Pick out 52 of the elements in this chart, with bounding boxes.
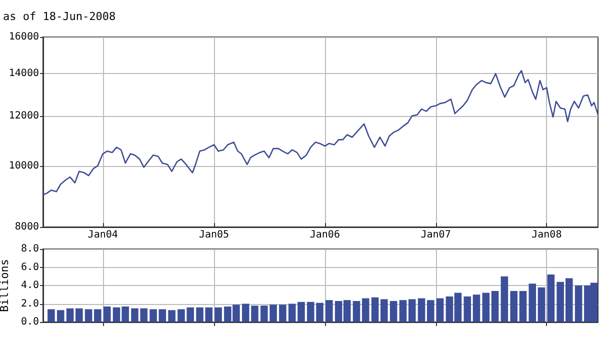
- y-tick-label: 8000: [14, 222, 39, 232]
- bar: [390, 301, 398, 322]
- bar: [519, 290, 527, 322]
- bar: [298, 302, 305, 322]
- line-series: [42, 70, 599, 196]
- bar: [168, 310, 176, 322]
- bar: [482, 292, 490, 322]
- bar: [500, 276, 508, 322]
- y-tick-label: 4.0: [20, 280, 39, 291]
- bar: [362, 298, 370, 322]
- y-tick-label: 16000: [8, 32, 39, 42]
- bar: [48, 309, 55, 322]
- bar: [371, 297, 379, 322]
- y-tick-label: 12000: [8, 110, 39, 122]
- bar: [538, 287, 546, 322]
- bar: [352, 301, 360, 322]
- bar: [66, 308, 74, 322]
- bar: [279, 304, 286, 322]
- x-tick-label: Jan07: [420, 230, 451, 240]
- bar: [547, 274, 555, 322]
- y-tick-label: 8.0: [20, 244, 39, 254]
- x-tick-label: Jan06: [310, 230, 340, 240]
- bar: [418, 298, 426, 322]
- bar: [464, 296, 472, 322]
- x-tick-label: Jan04: [88, 230, 118, 240]
- bar: [574, 286, 582, 322]
- bar: [56, 310, 64, 322]
- bar: [426, 300, 434, 322]
- bar: [380, 299, 388, 322]
- bar: [510, 290, 518, 322]
- bar: [408, 299, 416, 322]
- bar: [214, 307, 222, 322]
- y-tick-label: 14000: [8, 68, 39, 80]
- y-axis-title: Billions: [0, 259, 12, 312]
- bar: [491, 290, 499, 322]
- bar: [103, 306, 111, 322]
- bar: [84, 309, 92, 322]
- bar: [76, 308, 83, 322]
- x-tick-label: Jan08: [532, 230, 562, 240]
- bar: [399, 300, 407, 322]
- chart-subtitle: as of 18-Jun-2008: [3, 10, 116, 23]
- bar: [436, 298, 444, 322]
- x-tick-label: Jan05: [198, 230, 230, 240]
- bar: [326, 300, 333, 322]
- bar: [288, 304, 296, 322]
- bar: [94, 309, 102, 322]
- bar: [528, 284, 536, 322]
- y-tick-label: 10000: [8, 160, 39, 172]
- y-tick-label: 2.0: [20, 298, 39, 310]
- bar: [472, 294, 480, 322]
- y-tick-label: 0.0: [20, 316, 39, 328]
- y-tick-label: 6.0: [20, 262, 39, 273]
